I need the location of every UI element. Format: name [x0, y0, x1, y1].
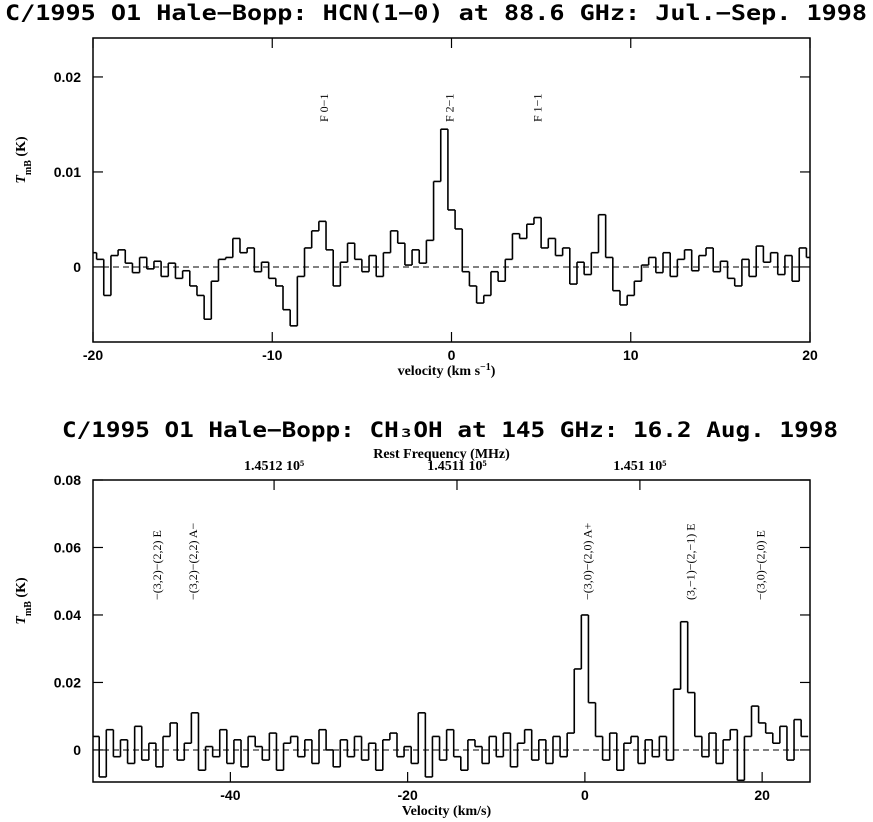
- y-axis-label: TmB (K): [14, 577, 34, 625]
- y-axis-label-part: mB: [23, 601, 34, 616]
- plot-frame: [92, 37, 811, 343]
- y-tick-label: 0.02: [54, 674, 81, 690]
- x-tick-label: -10: [262, 347, 282, 363]
- y-axis-label-part: T: [14, 615, 29, 625]
- y-tick-label: 0.04: [54, 607, 81, 623]
- y-tick-label: 0: [73, 259, 81, 275]
- x-tick-label: 0: [448, 347, 456, 363]
- x-axis-label: velocity (km s−1): [398, 362, 496, 380]
- chart-title: C/1995 O1 Hale−Bopp: HCN(1−0) at 88.6 GH…: [5, 1, 867, 25]
- x-axis-label-part: ): [491, 364, 496, 379]
- y-axis-label-part: T: [14, 174, 29, 184]
- x-tick-label: -20: [83, 347, 103, 363]
- y-axis-label-part: (K): [14, 136, 29, 160]
- x-axis-label-part: velocity (km s: [398, 364, 481, 379]
- line-label: −(3,0)−(2,0) E: [753, 530, 767, 600]
- spectrum-trace: [93, 128, 810, 327]
- y-axis-label: TmB (K): [14, 136, 34, 184]
- y-tick-label: 0.01: [54, 164, 81, 180]
- x-tick-label: 0: [581, 787, 589, 803]
- y-tick-label: 0: [73, 742, 81, 758]
- x-tick-label: 20: [754, 787, 770, 803]
- line-label: −(3,2)−(2,2) E: [150, 530, 164, 600]
- spectrum-panel: C/1995 O1 Hale−Bopp: HCN(1−0) at 88.6 GH…: [5, 1, 867, 379]
- spectrum-panel: C/1995 O1 Hale−Bopp: CH₃OH at 145 GHz: 1…: [14, 418, 838, 819]
- x2-tick-label: 1.451 10⁵: [613, 459, 666, 474]
- x2-tick-label: 1.4511 10⁵: [427, 459, 486, 474]
- y-tick-label: 0.06: [54, 539, 81, 555]
- plot-frame: [92, 479, 811, 783]
- line-label: −(3,2)−(2,2) A−: [186, 522, 200, 600]
- y-tick-label: 0.08: [54, 472, 81, 488]
- x-axis-label-part: Velocity (km/s): [402, 804, 492, 819]
- chart-title: C/1995 O1 Hale−Bopp: CH₃OH at 145 GHz: 1…: [62, 418, 838, 442]
- x-tick-label: -40: [220, 787, 240, 803]
- x-axis-label-part: −1: [480, 362, 491, 373]
- x-tick-label: -20: [398, 787, 418, 803]
- x-tick-label: 20: [802, 347, 818, 363]
- line-label: (3,−1)−(2,−1) E: [683, 523, 697, 600]
- spectrum-trace: [93, 614, 809, 782]
- x-axis-label: Velocity (km/s): [402, 804, 492, 819]
- line-label: F 0−1: [317, 94, 331, 122]
- x-tick-label: 10: [623, 347, 639, 363]
- y-axis-label-part: (K): [14, 577, 29, 601]
- x2-tick-label: 1.4512 10⁵: [244, 459, 304, 474]
- y-axis-label-part: mB: [23, 160, 34, 175]
- y-tick-label: 0.02: [54, 69, 81, 85]
- x2-axis-label: Rest Frequency (MHz): [373, 447, 510, 462]
- line-label: F 1−1: [531, 94, 545, 122]
- line-label: F 2−1: [443, 94, 457, 122]
- line-label: −(3,0)−(2,0) A+: [581, 522, 595, 600]
